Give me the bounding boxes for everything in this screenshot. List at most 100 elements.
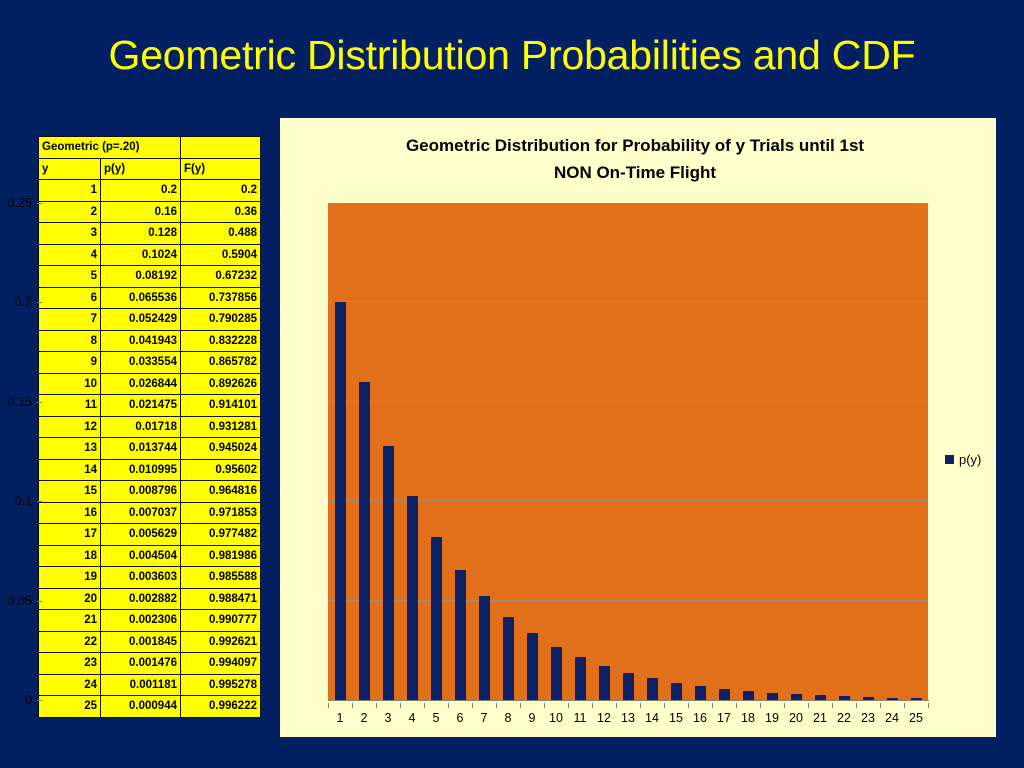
table-cell: 0.931281	[180, 415, 261, 438]
table-cell: 0.2	[180, 179, 261, 202]
y-axis-tick-label: 0.15	[7, 394, 32, 409]
x-axis-tick-label: 16	[693, 711, 707, 725]
chart-panel: Geometric Distribution for Probability o…	[280, 118, 996, 737]
table-cell: 0.002882	[100, 587, 181, 610]
table-row: 25 0.000944 0.996222	[38, 695, 261, 718]
table-cell: 14	[38, 458, 101, 481]
table-row: 11 0.021475 0.914101	[38, 394, 261, 417]
bar	[695, 686, 706, 700]
table-cell: 18	[38, 544, 101, 567]
x-axis-tick-mark	[376, 703, 377, 708]
x-axis-tick-mark	[400, 703, 401, 708]
x-axis-tick-label: 24	[885, 711, 899, 725]
table-cell: 0.964816	[180, 480, 261, 503]
table-cell: 0.2	[100, 179, 181, 202]
bar	[527, 633, 538, 700]
x-axis-tick-label: 8	[504, 711, 512, 725]
table-cell: 0.128	[100, 222, 181, 245]
legend-label: p(y)	[959, 452, 982, 467]
table-row: 23 0.001476 0.994097	[38, 652, 261, 675]
table-cell: 0.892626	[180, 372, 261, 395]
x-axis-tick-mark	[448, 703, 449, 708]
table-row: 20 0.002882 0.988471	[38, 587, 261, 610]
bar	[455, 569, 466, 700]
table-cell: 0.985588	[180, 566, 261, 589]
gridline	[328, 400, 928, 402]
x-axis-tick-mark	[472, 703, 473, 708]
x-axis-tick-label: 4	[408, 711, 416, 725]
table-cell: 2	[38, 200, 101, 223]
gridline	[328, 500, 928, 502]
table-cell: 0.16	[100, 200, 181, 223]
table-title-cell: Geometric (p=.20)	[38, 136, 181, 159]
x-axis-tick-mark	[904, 703, 905, 708]
table-cell: 0.914101	[180, 394, 261, 417]
table-cell: 0.67232	[180, 265, 261, 288]
table-cell: 0.004504	[100, 544, 181, 567]
x-axis-line	[328, 700, 929, 701]
table-row: 7 0.052429 0.790285	[38, 308, 261, 331]
x-axis-tick-label: 18	[741, 711, 755, 725]
table-cell: 0.988471	[180, 587, 261, 610]
x-axis-tick-label: 6	[456, 711, 464, 725]
table-cell: 0.013744	[100, 437, 181, 460]
table-cell: 0.992621	[180, 630, 261, 653]
y-axis-tick-label: 0.25	[7, 196, 32, 210]
table-cell: 16	[38, 501, 101, 524]
x-axis-tick-mark	[544, 703, 545, 708]
column-header-3: F(y)	[180, 157, 261, 180]
x-axis-tick-mark	[712, 703, 713, 708]
x-axis-tick-mark	[760, 703, 761, 708]
y-axis-tick-label: 0.05	[7, 593, 32, 608]
page-title: Geometric Distribution Probabilities and…	[108, 32, 916, 78]
table-cell: 9	[38, 351, 101, 374]
table-cell: 0.010995	[100, 458, 181, 481]
x-axis-tick-mark	[328, 703, 329, 708]
table-cell: 0.052429	[100, 308, 181, 331]
bar	[335, 302, 346, 700]
bar	[431, 537, 442, 700]
y-axis-tick-label: 0	[25, 693, 32, 707]
table-row: 18 0.004504 0.981986	[38, 544, 261, 567]
bar	[647, 678, 658, 700]
x-axis-tick-mark	[352, 703, 353, 708]
x-axis-tick-label: 21	[813, 711, 827, 725]
x-axis-tick-label: 3	[384, 711, 392, 725]
table-cell: 7	[38, 308, 101, 331]
table-cell: 20	[38, 587, 101, 610]
table-cell: 0.981986	[180, 544, 261, 567]
table-cell: 0.832228	[180, 329, 261, 352]
x-axis-tick-mark	[520, 703, 521, 708]
table-cell: 0.041943	[100, 329, 181, 352]
table-cell: 0.01718	[100, 415, 181, 438]
x-axis-tick-label: 22	[837, 711, 851, 725]
table-cell: 1	[38, 179, 101, 202]
table-cell: 6	[38, 286, 101, 309]
x-axis-tick-mark	[616, 703, 617, 708]
table-cell: 25	[38, 695, 101, 718]
table-cell: 0.003603	[100, 566, 181, 589]
chart-title-line-2: NON On-Time Flight	[553, 163, 717, 182]
x-axis-tick-label: 19	[765, 711, 779, 725]
table-cell: 21	[38, 609, 101, 632]
table-cell: 0.996222	[180, 695, 261, 718]
bar	[407, 496, 418, 700]
bar	[887, 697, 898, 700]
plot-area	[328, 203, 928, 700]
table-cell: 22	[38, 630, 101, 653]
x-axis: 1 2 3 4 5 6 7 8 9 10 11 12 13 14 15 16 17 18 19 20 21 22 23 24 2…	[328, 703, 929, 733]
table-row: 10 0.026844 0.892626	[38, 372, 261, 395]
table-cell: 11	[38, 394, 101, 417]
x-axis-tick-label: 25	[909, 711, 923, 725]
table-cell: 0.002306	[100, 609, 181, 632]
table-cell: 0.994097	[180, 652, 261, 675]
bar	[743, 691, 754, 700]
x-axis-tick-mark	[784, 703, 785, 708]
x-axis-tick-label: 17	[717, 711, 731, 725]
table-cell: 0.95602	[180, 458, 261, 481]
gridline	[328, 301, 928, 303]
x-axis-tick-mark	[592, 703, 593, 708]
table-cell: 3	[38, 222, 101, 245]
table-row: 16 0.007037 0.971853	[38, 501, 261, 524]
table-cell: 0.990777	[180, 609, 261, 632]
